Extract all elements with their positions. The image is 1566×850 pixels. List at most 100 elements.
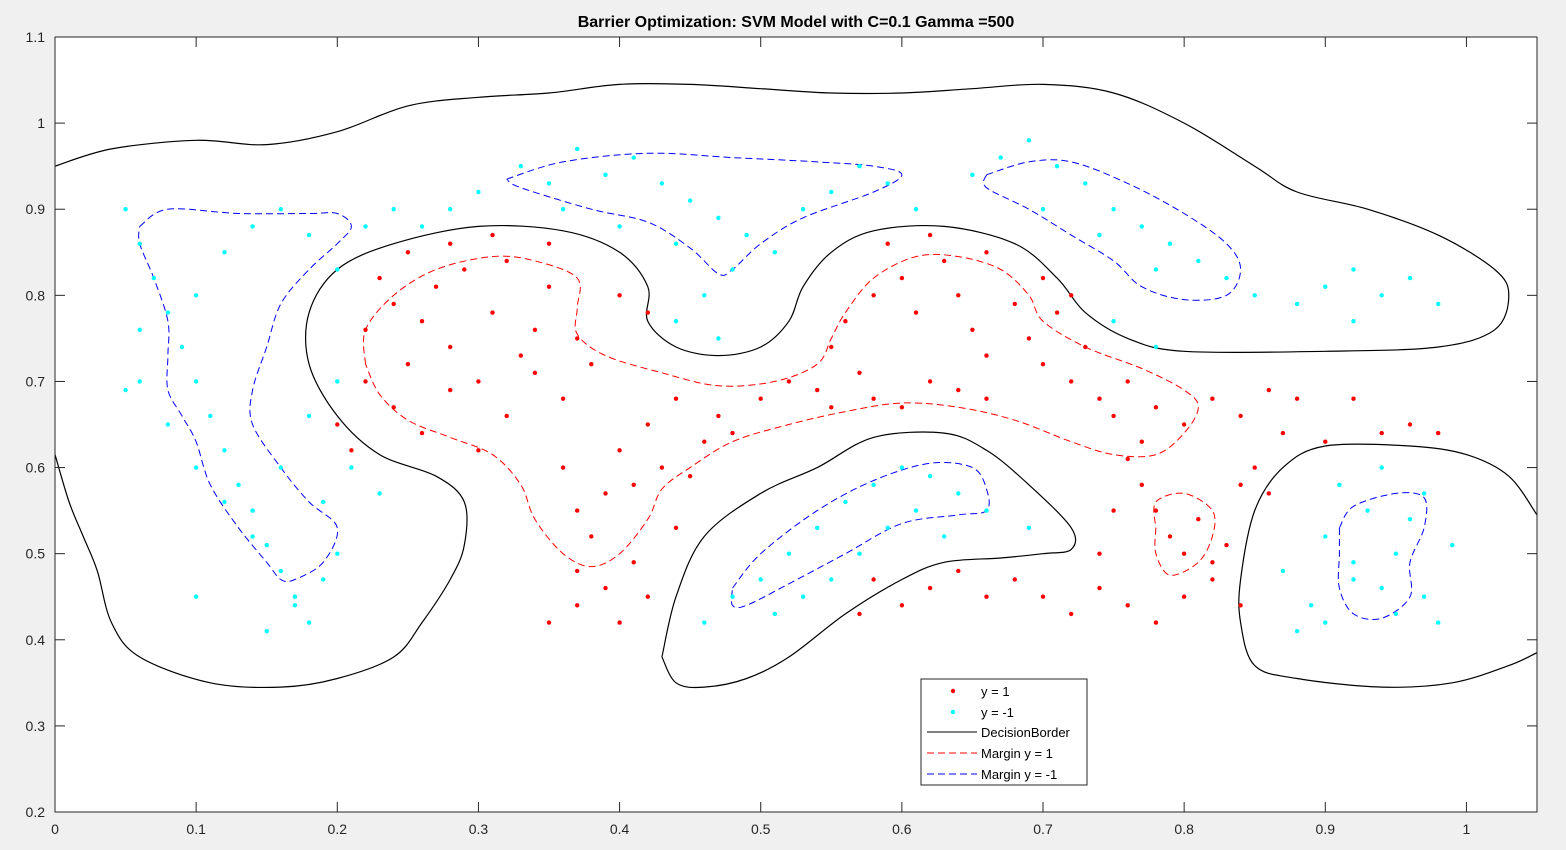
point-pos-28 xyxy=(645,310,650,315)
point-neg-3 xyxy=(165,310,171,315)
point-neg-4 xyxy=(179,344,185,350)
point-pos-38 xyxy=(603,585,608,591)
margin-neg-curve-0 xyxy=(138,208,352,583)
point-neg-84 xyxy=(1379,293,1384,298)
point-pos-65 xyxy=(942,258,947,264)
point-pos-109 xyxy=(1097,585,1102,591)
point-neg-75 xyxy=(1252,293,1257,298)
point-neg-101 xyxy=(885,525,890,530)
point-pos-43 xyxy=(716,413,721,419)
point-pos-110 xyxy=(1125,603,1130,608)
point-pos-59 xyxy=(984,396,989,401)
point-pos-67 xyxy=(970,327,975,332)
point-neg-68 xyxy=(1054,164,1060,169)
point-neg-116 xyxy=(1294,629,1300,634)
point-neg-17 xyxy=(165,422,171,427)
point-neg-82 xyxy=(1323,284,1328,289)
y-tick-label-9: 1.1 xyxy=(26,29,46,45)
point-pos-112 xyxy=(1181,594,1187,599)
y-tick-label-7: 0.9 xyxy=(26,201,46,217)
point-neg-54 xyxy=(829,189,834,195)
point-neg-76 xyxy=(1040,207,1046,212)
point-pos-2 xyxy=(391,301,396,307)
point-pos-41 xyxy=(687,474,693,479)
point-pos-57 xyxy=(927,379,933,384)
point-pos-93 xyxy=(1210,560,1215,565)
legend-label-neg: y = -1 xyxy=(981,705,1014,720)
point-neg-119 xyxy=(1421,594,1427,599)
point-neg-105 xyxy=(702,620,707,625)
point-neg-91 xyxy=(843,499,848,505)
point-pos-100 xyxy=(857,611,862,617)
legend-label-pos: y = 1 xyxy=(981,684,1010,699)
x-tick-label-10: 1 xyxy=(1463,821,1471,837)
point-pos-85 xyxy=(927,232,933,238)
point-neg-43 xyxy=(518,164,523,169)
point-neg-26 xyxy=(250,224,255,229)
point-neg-50 xyxy=(716,215,721,220)
point-pos-122 xyxy=(1266,491,1272,496)
point-neg-11 xyxy=(278,568,283,574)
point-pos-83 xyxy=(1266,387,1272,393)
point-neg-27 xyxy=(278,207,283,212)
point-neg-41 xyxy=(448,207,453,212)
point-pos-96 xyxy=(1139,482,1145,487)
point-pos-52 xyxy=(815,387,820,393)
point-neg-20 xyxy=(250,534,255,539)
point-neg-83 xyxy=(1351,267,1356,272)
point-neg-114 xyxy=(1337,482,1342,487)
axis-ticks: 0 0.1 0.2 0.3 0.4 0.5 0.6 0.7 0.8 0.9 1 0.2 0.3 0.4 0.… xyxy=(26,29,1537,837)
point-pos-124 xyxy=(335,422,340,427)
point-pos-118 xyxy=(1351,396,1356,401)
point-pos-39 xyxy=(631,560,636,565)
point-pos-44 xyxy=(730,430,735,436)
point-neg-6 xyxy=(208,413,213,419)
point-pos-87 xyxy=(1040,275,1046,281)
point-pos-74 xyxy=(1083,344,1088,350)
point-neg-31 xyxy=(391,207,396,212)
point-pos-66 xyxy=(956,293,961,298)
point-pos-58 xyxy=(956,387,961,393)
point-pos-31 xyxy=(589,534,594,539)
point-neg-8 xyxy=(236,482,241,487)
point-neg-115 xyxy=(1309,603,1314,608)
point-neg-78 xyxy=(1153,267,1159,272)
point-neg-36 xyxy=(321,499,326,505)
point-neg-33 xyxy=(123,387,128,393)
point-pos-56 xyxy=(899,405,905,410)
point-pos-71 xyxy=(1040,362,1046,367)
x-tick-label-0: 0 xyxy=(51,821,59,837)
point-pos-73 xyxy=(1069,379,1074,384)
points-layer xyxy=(123,138,1455,634)
margin-neg-curve-2 xyxy=(982,159,1242,301)
margin-pos-curve-0 xyxy=(362,253,1199,568)
point-pos-64 xyxy=(913,310,919,315)
point-neg-88 xyxy=(758,577,763,582)
point-neg-30 xyxy=(363,224,368,229)
point-pos-51 xyxy=(786,379,792,384)
point-pos-11 xyxy=(518,353,523,358)
point-neg-107 xyxy=(1323,534,1328,539)
point-neg-37 xyxy=(349,465,354,470)
point-pos-60 xyxy=(829,344,834,350)
point-pos-15 xyxy=(575,336,580,341)
point-pos-45 xyxy=(546,620,552,625)
point-pos-9 xyxy=(490,310,495,315)
point-pos-89 xyxy=(1153,508,1159,513)
y-tick-label-0: 0.2 xyxy=(26,804,46,820)
point-neg-79 xyxy=(1111,319,1116,324)
x-tick-label-6: 0.6 xyxy=(892,821,912,837)
point-neg-57 xyxy=(913,207,919,212)
point-neg-40 xyxy=(419,224,425,229)
decision-border-curve-1 xyxy=(661,431,1077,689)
point-neg-35 xyxy=(292,603,298,608)
point-pos-90 xyxy=(1167,534,1173,539)
point-neg-53 xyxy=(800,207,806,212)
point-neg-18 xyxy=(193,465,199,470)
point-neg-111 xyxy=(1407,517,1413,522)
point-neg-15 xyxy=(335,551,340,556)
point-neg-61 xyxy=(730,267,735,272)
point-neg-0 xyxy=(123,207,128,212)
point-pos-114 xyxy=(1252,465,1257,470)
point-neg-39 xyxy=(193,594,199,599)
